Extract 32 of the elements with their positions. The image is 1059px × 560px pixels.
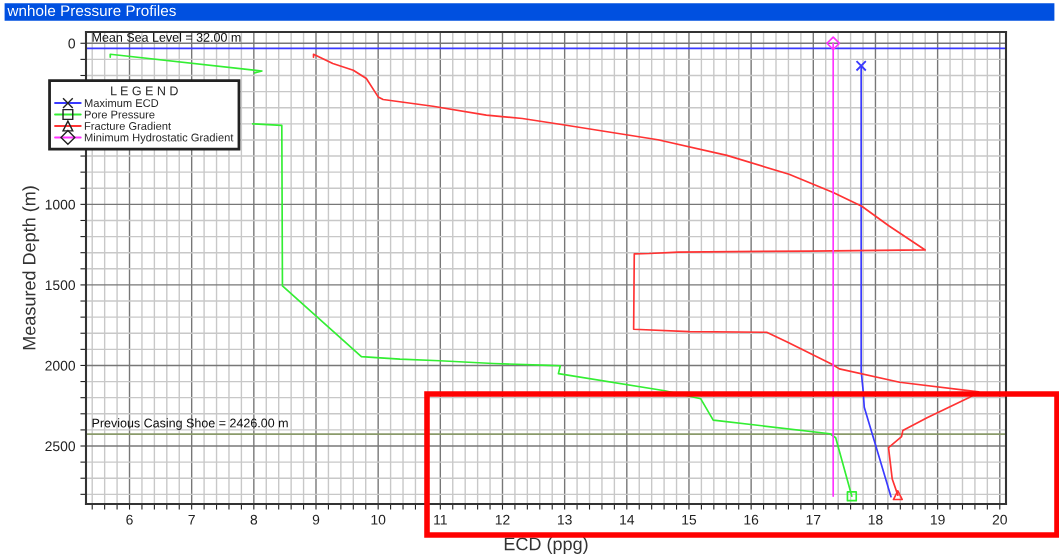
legend-label: Pore Pressure xyxy=(84,110,155,119)
legend-label: Minimum Hydrostatic Gradient xyxy=(84,133,234,144)
x-tick-label: 8 xyxy=(250,514,258,525)
y-tick-label: 2000 xyxy=(45,360,76,371)
x-tick-label: 17 xyxy=(806,514,821,525)
x-tick-label: 6 xyxy=(126,514,133,525)
y-tick-label: 1000 xyxy=(45,199,76,210)
x-tick-label: 14 xyxy=(620,514,635,525)
legend-label: Fracture Gradient xyxy=(84,121,171,130)
x-axis-title: ECD (ppg) xyxy=(504,537,588,554)
legend-label: Maximum ECD xyxy=(84,98,159,108)
point xyxy=(892,489,904,501)
x-tick-label: 11 xyxy=(434,514,447,525)
y-tick-label: 1500 xyxy=(45,280,76,291)
point xyxy=(855,60,867,72)
x-tick-label: 10 xyxy=(371,514,386,525)
point xyxy=(846,491,858,502)
x-tick-label: 12 xyxy=(495,514,510,525)
x-tick-label: 9 xyxy=(312,514,320,525)
x-tick-label: 19 xyxy=(930,514,945,525)
x-tick-label: 7 xyxy=(188,514,195,525)
x-tick-label: 13 xyxy=(557,514,572,525)
x-tick-label: 16 xyxy=(744,514,759,525)
chart-title: wnhole Pressure Profiles xyxy=(7,4,176,17)
x-tick-label: 20 xyxy=(992,514,1007,525)
y-tick-label: 0 xyxy=(68,38,76,49)
point xyxy=(826,36,841,51)
y-axis-title: Measured Depth (m) xyxy=(22,186,40,350)
y-tick-label: 2500 xyxy=(45,441,76,452)
x-tick-label: 18 xyxy=(868,514,883,525)
x-tick-label: 15 xyxy=(682,514,697,525)
legend-title: L E G E N D xyxy=(111,86,178,96)
